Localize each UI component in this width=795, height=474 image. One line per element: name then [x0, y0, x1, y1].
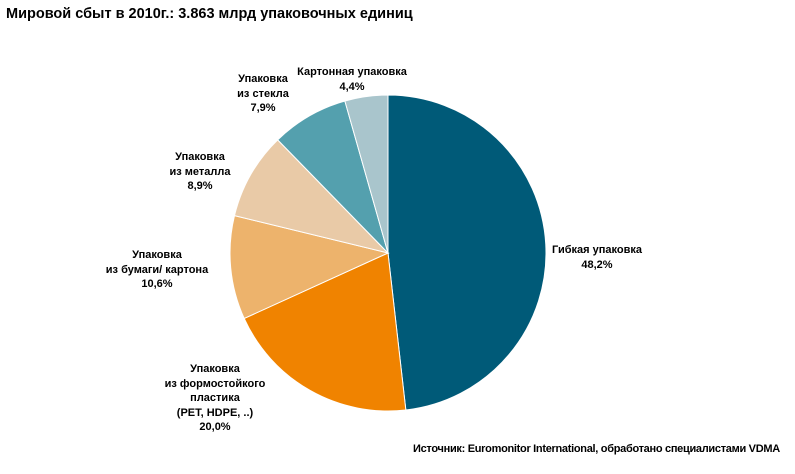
slice-name-line: из стекла — [237, 87, 289, 100]
slice-label-4: Упаковка из стекла 7,9% — [237, 72, 289, 116]
slice-label-5: Картонная упаковка 4,4% — [297, 65, 407, 94]
slice-label-1: Упаковка из формостойкого пластика (PET, HD… — [165, 362, 266, 435]
pie-slice-3 — [233, 139, 390, 254]
slice-name-line: Упаковка — [190, 363, 240, 375]
slice-name-line: из бумаги/ картона — [105, 263, 209, 276]
slice-name-line: пластика — [190, 392, 240, 404]
slice-value-label: 4,4% — [339, 80, 365, 93]
slice-name-line: (PET, HDPE, ..) — [176, 406, 254, 419]
slice-value-label: 20,0% — [199, 421, 231, 433]
pie-slice-5 — [344, 94, 389, 254]
pie-slice-0 — [387, 94, 547, 411]
slice-value-label: 10,6% — [141, 278, 173, 290]
slice-label-3: Упаковка из металла 8,9% — [170, 150, 231, 194]
slice-name-line: Гибкая упаковка — [552, 244, 642, 256]
slice-value-label: 8,9% — [187, 180, 213, 192]
pie-slice-2 — [229, 215, 390, 320]
slice-name-line: из металла — [169, 165, 231, 178]
chart-title: Мировой сбыт в 2010г.: 3.863 млрд упаков… — [6, 6, 413, 22]
slice-name-line: Упаковка — [175, 151, 225, 163]
slice-name-line: Упаковка — [238, 73, 288, 85]
slice-name-line: из формостойкого — [164, 377, 266, 390]
source-note: Источник: Euromonitor International, обр… — [413, 443, 780, 455]
slice-name-line: Картонная упаковка — [297, 66, 407, 78]
slice-name-line: Упаковка — [132, 249, 182, 261]
slice-value-label: 48,2% — [581, 258, 613, 271]
slice-value-label: 7,9% — [250, 102, 276, 114]
slice-label-0: Гибкая упаковка 48,2% — [552, 243, 642, 272]
slice-label-2: Упаковка из бумаги/ картона 10,6% — [106, 248, 208, 292]
pie-slice-1 — [243, 252, 407, 412]
